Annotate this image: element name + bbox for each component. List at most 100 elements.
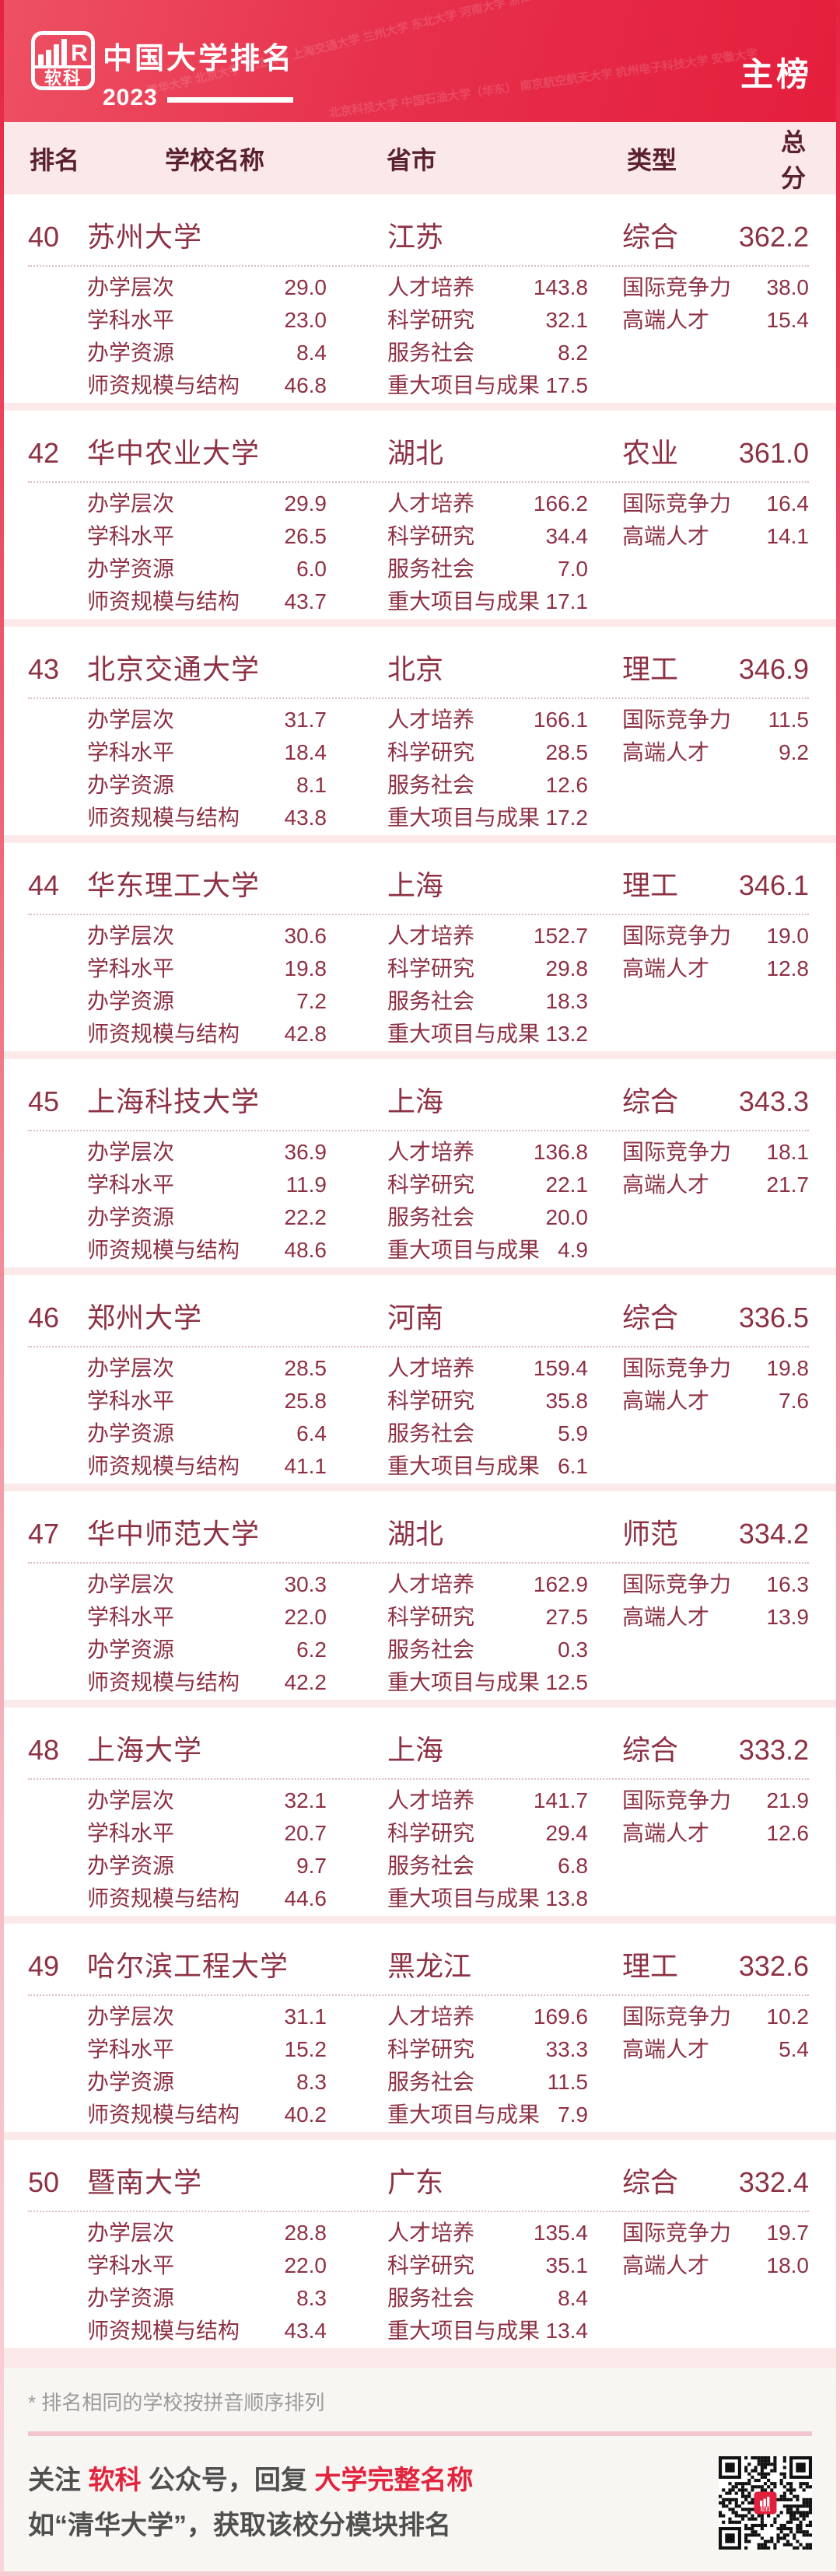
metric-label: 重大项目与成果: [387, 1670, 541, 1694]
spacer: [588, 1784, 622, 1817]
metric-label: 人才培养: [387, 1572, 475, 1596]
metric-value: 162.9: [533, 1572, 588, 1596]
metric-value: 40.2: [284, 2102, 327, 2127]
dotted-divider: [28, 1130, 809, 1131]
metric-label: 国际竞争力: [622, 1572, 732, 1596]
metric-label: [622, 1882, 744, 1915]
spacer: [327, 2066, 387, 2099]
spacer: [28, 488, 87, 520]
metric-label: 科学研究: [387, 1389, 475, 1413]
metric-value: 29.4: [545, 1821, 589, 1845]
metric-value: 28.5: [284, 1356, 327, 1380]
university-card: 45 上海科技大学 上海 综合 343.3 办学层次 36.9 人才培养 136.8 国…: [0, 1059, 840, 1267]
metric-label: 科学研究: [387, 308, 475, 332]
spacer: [28, 520, 87, 553]
metric-value: [744, 2099, 809, 2131]
metric-label: 科学研究: [387, 2253, 475, 2277]
spacer: [588, 271, 622, 304]
university-name: 华东理工大学: [87, 869, 261, 901]
metric-value: 32.1: [284, 1788, 327, 1812]
metric-value: 32.1: [545, 308, 589, 332]
metric-value: [744, 769, 809, 802]
metric-label: 人才培养: [387, 708, 475, 732]
spacer: [327, 985, 387, 1018]
type: 综合: [622, 1734, 679, 1766]
spacer: [28, 1417, 87, 1450]
spacer: [28, 769, 87, 802]
spacer: [327, 952, 387, 985]
spacer: [28, 1450, 87, 1483]
spacer: [28, 1666, 87, 1699]
metric-label: 办学层次: [87, 491, 175, 516]
metric-label: 师资规模与结构: [87, 2102, 240, 2127]
spacer: [28, 585, 87, 618]
type: 农业: [622, 437, 679, 469]
metric-value: 18.1: [766, 1140, 810, 1164]
total-score: 362.2: [738, 221, 809, 253]
metric-value: 16.4: [766, 491, 810, 516]
logo-barchart-icon: R: [38, 39, 88, 65]
type: 综合: [622, 1085, 679, 1117]
spacer: [327, 1817, 387, 1850]
metric-label: 国际竞争力: [622, 275, 732, 299]
spacer: [588, 2033, 622, 2066]
metric-label: [622, 585, 744, 618]
spacer: [327, 802, 387, 834]
metric-label: 办学资源: [87, 1638, 175, 1662]
metric-label: [622, 1018, 744, 1050]
spacer: [588, 1817, 622, 1850]
metric-label: 师资规模与结构: [87, 1454, 240, 1478]
metric-label: 国际竞争力: [622, 924, 732, 948]
spacer: [28, 2282, 87, 2315]
metric-label: 办学资源: [87, 1854, 175, 1878]
spacer: [588, 704, 622, 736]
metric-value: 26.5: [284, 524, 327, 548]
spacer: [588, 1169, 622, 1201]
university-name: 苏州大学: [87, 221, 203, 253]
metric-value: 36.9: [284, 1140, 327, 1164]
metric-label: 办学层次: [87, 1356, 175, 1380]
footer-text: 关注 软科 公众号，回复 大学完整名称 如“清华大学”，获取该校分模块排名: [28, 2458, 473, 2548]
spacer: [327, 304, 387, 337]
metric-value: 8.3: [296, 2286, 327, 2310]
spacer: [28, 553, 87, 585]
metric-label: [622, 985, 744, 1018]
spacer: [28, 1850, 87, 1882]
metric-value: 166.2: [533, 491, 588, 516]
spacer: [588, 337, 622, 369]
rank: 44: [28, 869, 60, 901]
metric-grid: 办学层次 30.3 人才培养 162.9 国际竞争力 16.3 学科水平 22.0 科学研究 27…: [28, 1568, 809, 1699]
page-header: 清华大学 北京大学 浙江大学 上海交通大学 兰州大学 东北大学 河南大学 浙江工…: [0, 0, 840, 122]
metric-value: 13.4: [545, 2319, 589, 2343]
metric-grid: 办学层次 36.9 人才培养 136.8 国际竞争力 18.1 学科水平 11.9 科学研究 22…: [28, 1136, 809, 1267]
total-score: 332.4: [738, 2166, 809, 2198]
metric-label: 人才培养: [387, 2221, 475, 2245]
spacer: [327, 1352, 387, 1385]
spacer: [28, 369, 87, 402]
rank: 45: [28, 1085, 60, 1117]
spacer: [327, 488, 387, 520]
metric-label: 师资规模与结构: [87, 373, 240, 397]
metric-label: 师资规模与结构: [87, 2319, 240, 2343]
metric-label: 学科水平: [87, 2253, 175, 2277]
metric-value: 43.8: [284, 806, 327, 830]
spacer: [588, 1018, 622, 1050]
metric-grid: 办学层次 28.5 人才培养 159.4 国际竞争力 19.8 学科水平 25.8 科学研究 35…: [28, 1352, 809, 1483]
metric-value: 27.5: [545, 1605, 589, 1629]
metric-label: 办学资源: [87, 2286, 175, 2310]
university-name: 暨南大学: [87, 2166, 203, 2198]
type: 综合: [622, 1302, 679, 1333]
dotted-divider: [28, 914, 809, 915]
metric-grid: 办学层次 29.9 人才培养 166.2 国际竞争力 16.4 学科水平 26.5 科学研究 34…: [28, 488, 809, 618]
metric-value: 135.4: [533, 2221, 588, 2245]
spacer: [588, 769, 622, 802]
metric-label: 师资规模与结构: [87, 1886, 240, 1910]
metric-value: 42.8: [284, 1022, 327, 1046]
metric-value: 12.8: [766, 956, 810, 980]
spacer: [28, 2249, 87, 2282]
metric-value: 28.8: [284, 2221, 327, 2245]
spacer: [588, 802, 622, 834]
metric-value: [744, 802, 809, 834]
metric-value: 30.3: [284, 1572, 327, 1596]
metric-label: 人才培养: [387, 275, 475, 299]
